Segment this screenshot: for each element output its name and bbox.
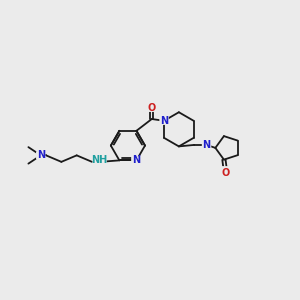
FancyBboxPatch shape (131, 156, 142, 164)
FancyBboxPatch shape (159, 117, 169, 125)
Text: O: O (148, 103, 156, 113)
Text: N: N (132, 155, 140, 165)
FancyBboxPatch shape (147, 104, 157, 112)
FancyBboxPatch shape (221, 166, 230, 174)
FancyBboxPatch shape (202, 141, 211, 149)
Text: N: N (160, 116, 168, 126)
FancyBboxPatch shape (93, 158, 107, 166)
Text: O: O (221, 168, 230, 178)
Text: NH: NH (92, 155, 108, 165)
Text: N: N (202, 140, 211, 150)
Text: N: N (37, 150, 45, 161)
FancyBboxPatch shape (36, 151, 46, 160)
